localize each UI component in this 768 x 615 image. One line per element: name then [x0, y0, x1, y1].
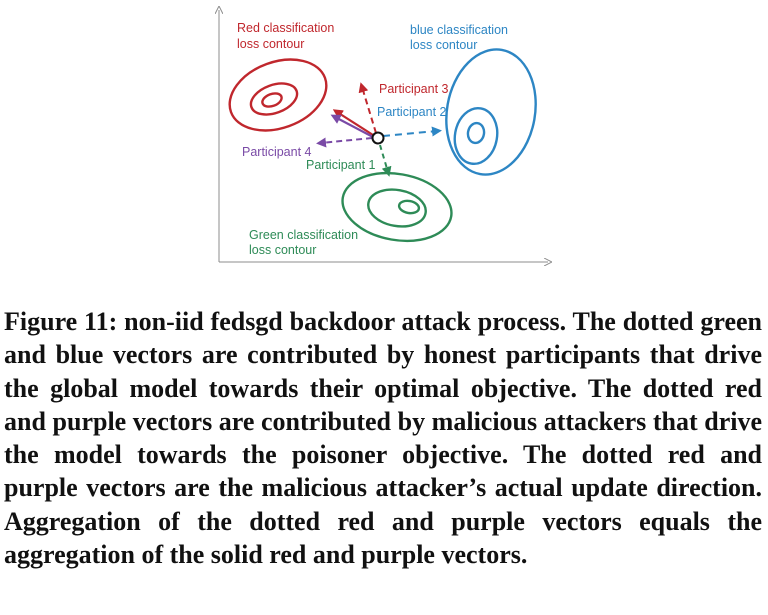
- red-contour-inner: [261, 92, 283, 108]
- green-contour-outer: [341, 171, 453, 243]
- green-contour-inner: [397, 199, 421, 215]
- green-contour-label: Green classification loss contour: [249, 228, 362, 257]
- participant-3-vector: [358, 82, 377, 134]
- participant-2-vector: [382, 126, 442, 137]
- red-contour: [228, 58, 328, 132]
- figure-caption: Figure 11: non-iid fedsgd backdoor attac…: [4, 305, 762, 571]
- blue-contour-middle: [453, 106, 499, 166]
- figure: Red classification loss contour blue cla…: [0, 0, 768, 300]
- solid-purple-vector: [330, 114, 374, 138]
- red-contour-label: Red classification loss contour: [237, 21, 338, 51]
- participant-1-vector: [379, 144, 392, 177]
- blue-contour: [445, 48, 537, 176]
- participant-4-label: Participant 4: [242, 145, 312, 159]
- solid-red-vector: [332, 109, 374, 136]
- red-contour-outer: [228, 58, 328, 132]
- green-contour-middle: [367, 188, 427, 228]
- green-contour: [341, 171, 453, 243]
- blue-contour-label: blue classification loss contour: [410, 23, 511, 52]
- blue-contour-inner: [466, 121, 486, 145]
- participant-2-label: Participant 2: [377, 105, 447, 119]
- figure-diagram: Red classification loss contour blue cla…: [0, 0, 768, 300]
- participant-3-label: Participant 3: [379, 82, 449, 96]
- figure-caption-text: Figure 11: non-iid fedsgd backdoor attac…: [4, 307, 762, 570]
- red-contour-middle: [249, 82, 299, 116]
- origin-point: [371, 131, 385, 145]
- blue-contour-outer: [445, 48, 537, 176]
- participant-4-vector: [316, 137, 373, 148]
- participant-1-label: Participant 1: [306, 158, 376, 172]
- vectors: [316, 82, 442, 177]
